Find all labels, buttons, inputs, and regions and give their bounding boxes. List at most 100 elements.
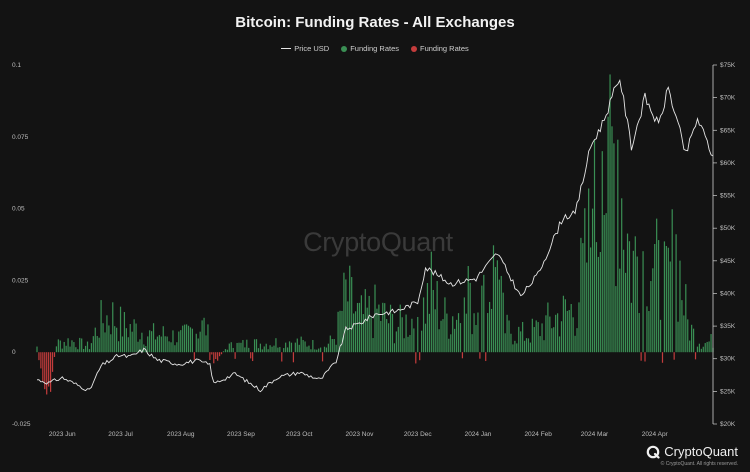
y-left-tick-label: 0.1	[12, 62, 21, 69]
funding-rate-bar	[531, 318, 533, 353]
funding-rate-bar	[137, 341, 139, 353]
funding-rate-bar	[372, 338, 374, 353]
funding-rate-bar	[615, 286, 617, 353]
funding-rate-bar	[603, 214, 605, 353]
funding-rate-bar	[318, 348, 320, 353]
funding-rate-bar	[290, 342, 293, 353]
funding-rate-bar	[593, 140, 596, 353]
funding-rate-bar	[164, 336, 166, 353]
funding-rate-bar	[590, 247, 592, 353]
funding-rate-bar	[510, 333, 512, 353]
funding-rate-bar	[677, 321, 679, 353]
legend: Price USD Funding Rates Funding Rates	[0, 44, 750, 53]
funding-rate-bar	[203, 317, 205, 353]
funding-rate-bar	[584, 208, 586, 353]
price-line	[36, 79, 714, 393]
funding-rate-bar	[558, 336, 561, 353]
funding-rate-bar	[564, 299, 566, 353]
y-left-tick-label: -0.025	[12, 421, 31, 428]
legend-item-price[interactable]: Price USD	[281, 44, 329, 53]
chart-title: Bitcoin: Funding Rates - All Exchanges	[235, 14, 515, 31]
funding-rate-bar	[560, 321, 563, 353]
funding-rate-bar	[628, 241, 631, 353]
funding-rate-bar	[162, 326, 164, 353]
funding-rate-bar	[636, 256, 638, 353]
funding-rate-bar	[461, 352, 464, 359]
funding-rate-bar	[57, 339, 59, 353]
funding-rate-bar	[288, 341, 291, 353]
funding-rate-bar	[543, 340, 545, 353]
funding-rate-bar	[428, 313, 430, 353]
funding-rate-bar	[250, 352, 252, 359]
funding-rate-bar	[611, 126, 613, 353]
funding-rate-bar	[185, 324, 188, 353]
funding-rate-bar	[512, 344, 514, 353]
funding-rate-bar	[591, 208, 594, 353]
legend-swatch-red	[411, 45, 417, 52]
funding-rate-bar	[178, 331, 180, 353]
funding-rate-bar	[525, 338, 528, 353]
funding-rate-bar	[644, 352, 646, 362]
funding-rate-bar	[380, 320, 382, 353]
funding-rate-bar	[485, 352, 487, 362]
funding-rate-bar	[269, 345, 271, 353]
legend-item-funding-positive[interactable]: Funding Rates	[341, 44, 399, 53]
funding-rate-bar	[444, 297, 446, 353]
funding-rate-bar	[710, 334, 712, 353]
legend-swatch-green	[341, 45, 348, 52]
funding-rate-bar	[479, 352, 481, 359]
funding-rate-bar	[638, 313, 640, 353]
funding-rate-bar	[351, 277, 353, 353]
funding-rate-bar	[321, 352, 324, 362]
funding-rate-bar	[656, 218, 658, 353]
funding-rate-bar	[154, 339, 157, 353]
funding-rate-bar	[327, 343, 329, 353]
funding-rate-bar	[384, 303, 386, 353]
funding-rate-bar	[131, 331, 133, 353]
funding-rate-bar	[73, 342, 75, 353]
funding-rate-bar	[96, 336, 98, 353]
funding-rate-bar	[426, 283, 429, 353]
funding-rate-bar	[335, 344, 337, 353]
funding-rate-bar	[490, 308, 493, 353]
funding-rate-bar	[197, 338, 199, 353]
y-right-tick-label: $20K	[720, 421, 736, 428]
funding-rate-bar	[218, 352, 221, 357]
funding-rate-bar	[141, 332, 143, 353]
funding-rate-bar	[160, 336, 162, 353]
funding-rate-bar	[275, 338, 277, 353]
funding-rate-bar	[71, 340, 73, 353]
funding-rate-bar	[595, 242, 598, 353]
funding-rate-bar	[283, 348, 285, 353]
funding-rate-bar	[125, 328, 127, 353]
funding-rate-bar	[174, 345, 176, 353]
funding-rate-bar	[421, 330, 423, 353]
y-right-tick-label: $30K	[720, 356, 736, 363]
funding-rate-bar	[659, 319, 662, 353]
funding-rate-bars	[36, 74, 714, 395]
funding-rate-bar	[533, 327, 535, 353]
funding-rate-bar	[253, 339, 256, 353]
funding-rate-bar	[271, 346, 273, 353]
funding-rate-bar	[448, 338, 450, 353]
funding-rate-bar	[63, 341, 65, 353]
y-right-tick-label: $50K	[720, 225, 736, 232]
funding-rate-bar	[55, 346, 58, 353]
legend-item-funding-negative[interactable]: Funding Rates	[411, 44, 469, 53]
funding-rate-bar	[685, 284, 687, 353]
funding-rate-bar	[648, 311, 650, 353]
funding-rate-bar	[708, 341, 710, 353]
funding-rate-bar	[347, 301, 349, 353]
funding-rate-bar	[110, 334, 112, 353]
y-right-tick-label: $65K	[720, 127, 736, 134]
funding-rate-bar	[434, 309, 436, 353]
funding-rate-bar	[42, 352, 44, 382]
funding-rate-bar	[496, 260, 498, 353]
x-tick-label: 2024 Apr	[642, 431, 669, 438]
funding-rate-bar	[489, 301, 491, 353]
funding-rate-bar	[459, 323, 462, 353]
funding-rate-bar	[481, 285, 483, 353]
funding-rate-bar	[345, 279, 347, 353]
funding-rate-bar	[683, 315, 685, 353]
y-left-tick-label: 0.025	[12, 277, 29, 284]
